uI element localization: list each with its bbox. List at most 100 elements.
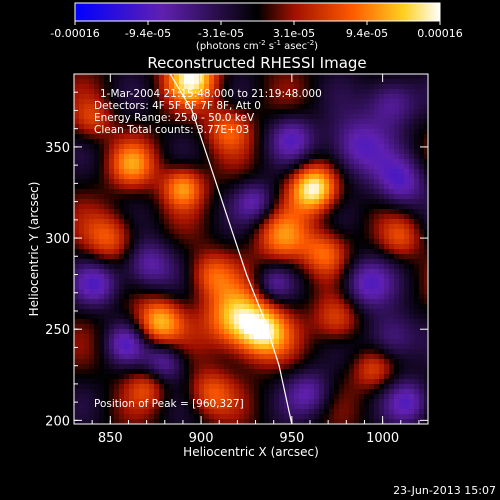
heatmap-cell	[184, 164, 190, 170]
heatmap-cell	[224, 99, 230, 105]
heatmap-cell	[364, 329, 370, 335]
heatmap-cell	[414, 279, 420, 285]
heatmap-cell	[329, 124, 335, 130]
heatmap-cell	[384, 89, 390, 95]
heatmap-cell	[219, 369, 225, 375]
heatmap-cell	[179, 334, 185, 340]
heatmap-cell	[364, 94, 370, 100]
heatmap-cell	[109, 84, 115, 90]
heatmap-cell	[409, 94, 415, 100]
heatmap-cell	[394, 119, 400, 125]
heatmap-cell	[179, 314, 185, 320]
heatmap-cell	[354, 344, 360, 350]
heatmap-cell	[244, 269, 250, 275]
heatmap-cell	[159, 314, 165, 320]
heatmap-cell	[214, 119, 220, 125]
heatmap-cell	[329, 219, 335, 225]
heatmap-cell	[129, 384, 135, 390]
heatmap-cell	[129, 414, 135, 420]
heatmap-cell	[114, 249, 120, 255]
heatmap-cell	[244, 79, 250, 85]
heatmap-cell	[309, 249, 315, 255]
heatmap-cell	[204, 84, 210, 90]
heatmap-cell	[394, 364, 400, 370]
heatmap-cell	[214, 214, 220, 220]
heatmap-cell	[84, 109, 90, 115]
heatmap-cell	[379, 369, 385, 375]
heatmap-cell	[344, 244, 350, 250]
heatmap-cell	[344, 129, 350, 135]
heatmap-cell	[84, 284, 90, 290]
heatmap-cell	[94, 259, 100, 265]
heatmap-cell	[309, 354, 315, 360]
heatmap-cell	[424, 294, 428, 300]
heatmap-cell	[329, 189, 335, 195]
heatmap-cell	[424, 209, 428, 215]
heatmap-cell	[249, 389, 255, 395]
heatmap-cell	[99, 194, 105, 200]
heatmap-cell	[399, 154, 405, 160]
heatmap-cell	[219, 339, 225, 345]
heatmap-cell	[294, 179, 300, 185]
heatmap-cell	[274, 169, 280, 175]
heatmap-cell	[259, 219, 265, 225]
heatmap-cell	[204, 114, 210, 120]
heatmap-cell	[114, 234, 120, 240]
heatmap-cell	[334, 289, 340, 295]
heatmap-cell	[414, 124, 420, 130]
heatmap-cell	[189, 379, 195, 385]
heatmap-cell	[329, 209, 335, 215]
heatmap-cell	[264, 89, 270, 95]
heatmap-cell	[384, 134, 390, 140]
heatmap-cell	[374, 389, 380, 395]
heatmap-cell	[419, 304, 425, 310]
heatmap-cell	[74, 284, 80, 290]
heatmap-cell	[169, 349, 175, 355]
heatmap-cell	[259, 144, 265, 150]
heatmap-cell	[234, 394, 240, 400]
heatmap-cell	[419, 399, 425, 405]
heatmap-cell	[379, 109, 385, 115]
heatmap-cell	[319, 129, 325, 135]
heatmap-cell	[164, 199, 170, 205]
heatmap-cell	[359, 104, 365, 110]
heatmap-cell	[339, 174, 345, 180]
heatmap-cell	[369, 159, 375, 165]
heatmap-cell	[119, 294, 125, 300]
heatmap-cell	[379, 259, 385, 265]
heatmap-cell	[239, 204, 245, 210]
heatmap-cell	[114, 94, 120, 100]
heatmap-cell	[229, 379, 235, 385]
heatmap-cell	[249, 369, 255, 375]
heatmap-cell	[269, 334, 275, 340]
heatmap-cell	[379, 199, 385, 205]
heatmap-cell	[384, 419, 390, 424]
heatmap-cell	[259, 299, 265, 305]
heatmap-cell	[389, 199, 395, 205]
heatmap-cell	[419, 219, 425, 225]
heatmap-cell	[169, 419, 175, 424]
heatmap-cell	[374, 154, 380, 160]
heatmap-cell	[384, 384, 390, 390]
heatmap-cell	[134, 79, 140, 85]
heatmap-cell	[364, 164, 370, 170]
heatmap-cell	[159, 394, 165, 400]
heatmap-cell	[354, 314, 360, 320]
heatmap-cell	[264, 139, 270, 145]
heatmap-cell	[334, 199, 340, 205]
heatmap-cell	[134, 259, 140, 265]
heatmap-cell	[319, 274, 325, 280]
heatmap-cell	[169, 399, 175, 405]
heatmap-cell	[184, 294, 190, 300]
heatmap-cell	[309, 109, 315, 115]
heatmap-cell	[84, 184, 90, 190]
heatmap-cell	[289, 204, 295, 210]
heatmap-cell	[384, 394, 390, 400]
heatmap-cell	[349, 134, 355, 140]
heatmap-cell	[369, 394, 375, 400]
heatmap-cell	[209, 319, 215, 325]
heatmap-cell	[234, 214, 240, 220]
heatmap-cell	[169, 164, 175, 170]
heatmap-cell	[249, 84, 255, 90]
heatmap-cell	[149, 324, 155, 330]
